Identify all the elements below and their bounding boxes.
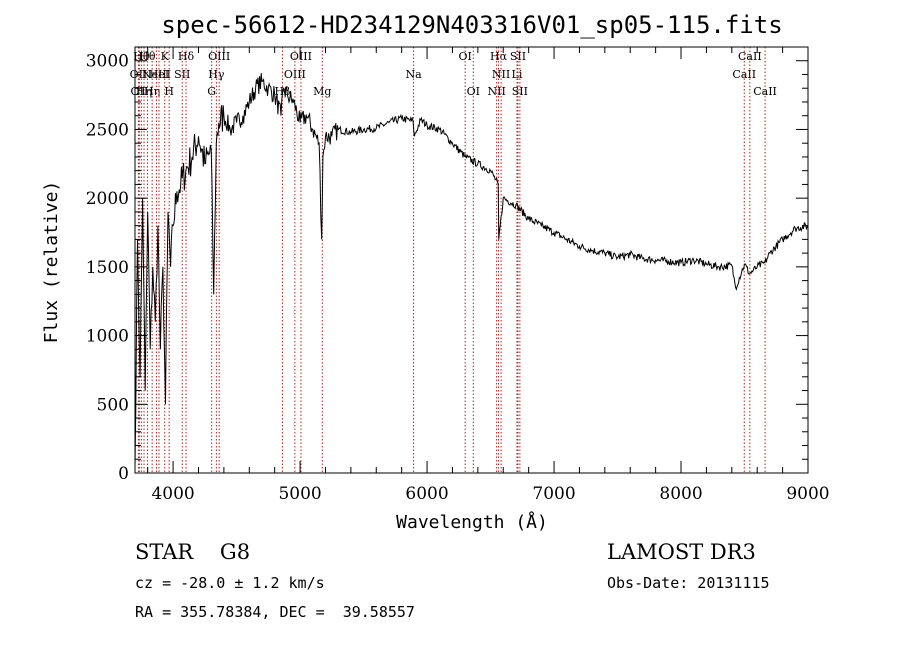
x-tick-label: 9000 bbox=[786, 484, 829, 504]
axis-ticks: 4000 5000 6000 7000 8000 9000 0 500 1000 1500 2000… bbox=[86, 47, 830, 504]
line-marker-label: Mg bbox=[313, 85, 331, 98]
spectral-class: STAR G8 bbox=[135, 540, 251, 564]
line-marker-label: HeI bbox=[149, 68, 169, 81]
chart-title: spec-56612-HD234129N403316V01_sp05-115.f… bbox=[161, 11, 782, 39]
y-tick-label: 500 bbox=[97, 395, 129, 415]
x-tick-label: 4000 bbox=[151, 484, 194, 504]
line-marker-label: Hα bbox=[490, 50, 508, 63]
x-tick-label: 7000 bbox=[532, 484, 575, 504]
x-axis-label: Wavelength (Å) bbox=[396, 511, 548, 533]
observation-date: Obs-Date: 20131115 bbox=[607, 574, 770, 592]
x-tick-label: 6000 bbox=[405, 484, 448, 504]
y-tick-label: 1000 bbox=[86, 327, 129, 347]
line-marker-label: OI bbox=[467, 85, 480, 98]
plot-frame bbox=[134, 46, 809, 474]
y-tick-label: 1500 bbox=[86, 258, 129, 278]
line-marker-label: SII bbox=[174, 68, 190, 81]
line-marker-label: G bbox=[207, 85, 216, 98]
line-marker-label: OIII bbox=[284, 68, 306, 81]
cz-value: cz = -28.0 ± 1.2 km/s bbox=[135, 574, 325, 592]
line-marker-label: Hθ bbox=[139, 50, 156, 63]
line-marker-label: CaII bbox=[732, 68, 756, 81]
series-group bbox=[134, 73, 809, 467]
spectrum-line bbox=[134, 73, 809, 467]
line-marker-label: Hη bbox=[144, 85, 160, 98]
line-marker-label: Hγ bbox=[208, 68, 225, 81]
line-marker-label: SII bbox=[512, 85, 528, 98]
line-marker-label: NII bbox=[492, 68, 510, 81]
line-marker-label: Hδ bbox=[178, 50, 195, 63]
line-marker-label: OI bbox=[458, 50, 471, 63]
y-tick-label: 3000 bbox=[86, 52, 129, 72]
survey-release: LAMOST DR3 bbox=[607, 540, 756, 564]
line-marker-label: Na bbox=[406, 68, 423, 81]
y-tick-label: 2000 bbox=[86, 189, 129, 209]
x-tick-label: 8000 bbox=[659, 484, 702, 504]
y-tick-label: 0 bbox=[118, 464, 129, 484]
y-axis-label: Flux (relative) bbox=[41, 181, 62, 344]
line-marker-label: K bbox=[161, 50, 170, 63]
line-marker-label: CaII bbox=[753, 85, 777, 98]
line-marker-label: OIII bbox=[208, 50, 230, 63]
line-marker-label: CaII bbox=[738, 50, 762, 63]
line-marker-label: H bbox=[164, 85, 174, 98]
line-marker-label: SII bbox=[510, 50, 526, 63]
line-marker-label: Hθ bbox=[133, 50, 150, 63]
line-marker-label: NII bbox=[487, 85, 505, 98]
ra-dec: RA = 355.78384, DEC = 39.58557 bbox=[135, 603, 415, 621]
line-markers: OIIOIIHθHηHθHηNeIIIHeIKHSIIHδGHγOIIIHβOI… bbox=[130, 47, 777, 473]
line-marker-label: OIII bbox=[290, 50, 312, 63]
x-tick-label: 5000 bbox=[278, 484, 321, 504]
line-marker-label: Li bbox=[512, 68, 523, 81]
line-marker-label: NeIII bbox=[142, 68, 171, 81]
y-tick-label: 2500 bbox=[86, 120, 129, 140]
